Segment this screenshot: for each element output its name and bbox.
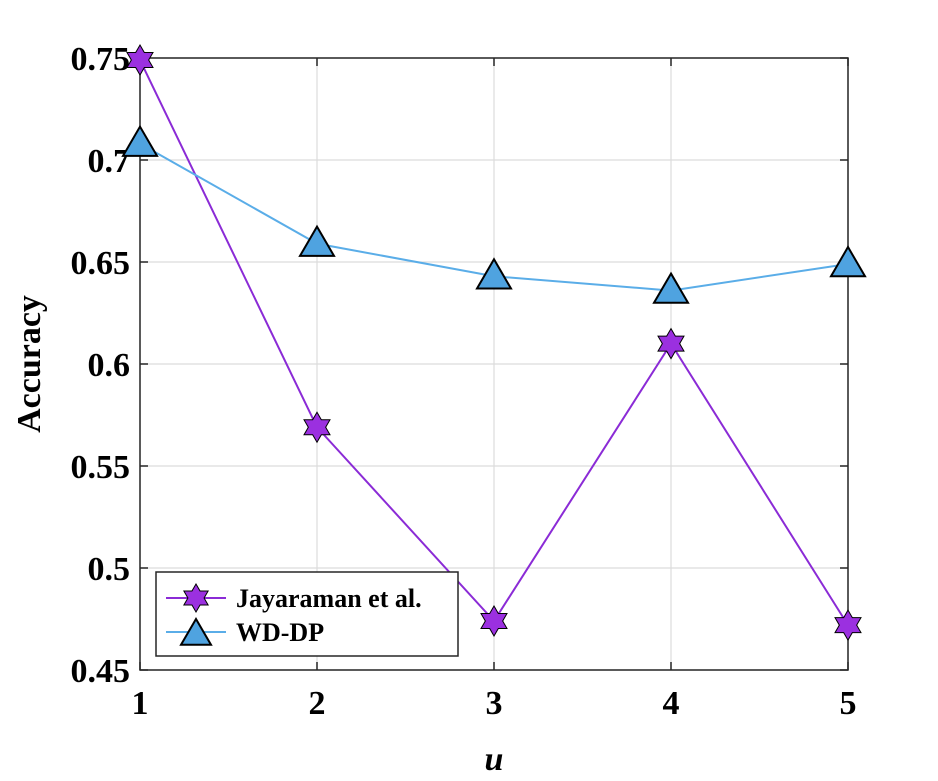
legend-label: Jayaraman et al. bbox=[236, 584, 422, 613]
marker-triangle bbox=[829, 245, 867, 278]
axis-ticks: 1 2 3 4 5 0.45 0.5 0.55 0.6 0.65 0.7 0.75 bbox=[71, 41, 857, 722]
x-tick-label: 4 bbox=[663, 685, 680, 722]
series-0 bbox=[126, 44, 862, 642]
y-tick-label: 0.7 bbox=[88, 143, 131, 180]
marker-star-fill bbox=[127, 53, 153, 75]
y-tick-label: 0.6 bbox=[88, 347, 131, 384]
data-point bbox=[829, 245, 867, 278]
data-point bbox=[657, 327, 685, 360]
data-point bbox=[834, 609, 862, 642]
marker-triangle bbox=[298, 224, 336, 257]
y-tick-label: 0.65 bbox=[71, 245, 131, 282]
marker-star-fill bbox=[835, 618, 861, 640]
legend: Jayaraman et al. WD-DP bbox=[155, 571, 459, 657]
data-point bbox=[475, 257, 513, 290]
y-tick-label: 0.75 bbox=[71, 41, 131, 78]
x-tick-label: 1 bbox=[132, 685, 149, 722]
marker-star-fill bbox=[481, 614, 507, 636]
data-series bbox=[121, 44, 867, 642]
legend-entry: WD-DP bbox=[166, 617, 324, 647]
y-tick-label: 0.55 bbox=[71, 449, 131, 486]
legend-label: WD-DP bbox=[236, 618, 324, 647]
data-point bbox=[652, 271, 690, 304]
legend-marker bbox=[183, 583, 209, 613]
legend-entry: Jayaraman et al. bbox=[166, 583, 422, 613]
y-axis-title: Accuracy bbox=[11, 295, 48, 433]
legend-marker bbox=[179, 617, 213, 646]
x-tick-label: 5 bbox=[840, 685, 857, 722]
y-tick-label: 0.5 bbox=[88, 551, 131, 588]
data-point bbox=[303, 411, 331, 444]
x-axis-title: u bbox=[485, 741, 504, 778]
marker-star-fill bbox=[304, 420, 330, 442]
marker-triangle bbox=[121, 124, 159, 157]
x-tick-label: 3 bbox=[486, 685, 503, 722]
series-1 bbox=[121, 124, 867, 304]
data-point bbox=[480, 605, 508, 638]
marker-star-fill bbox=[658, 336, 684, 358]
x-tick-label: 2 bbox=[309, 685, 326, 722]
data-point bbox=[121, 124, 159, 157]
marker-triangle bbox=[179, 617, 213, 646]
marker-triangle bbox=[652, 271, 690, 304]
data-point bbox=[126, 44, 154, 77]
data-point bbox=[298, 224, 336, 257]
y-tick-label: 0.45 bbox=[71, 653, 131, 690]
marker-triangle bbox=[475, 257, 513, 290]
marker-star-fill bbox=[184, 591, 208, 611]
